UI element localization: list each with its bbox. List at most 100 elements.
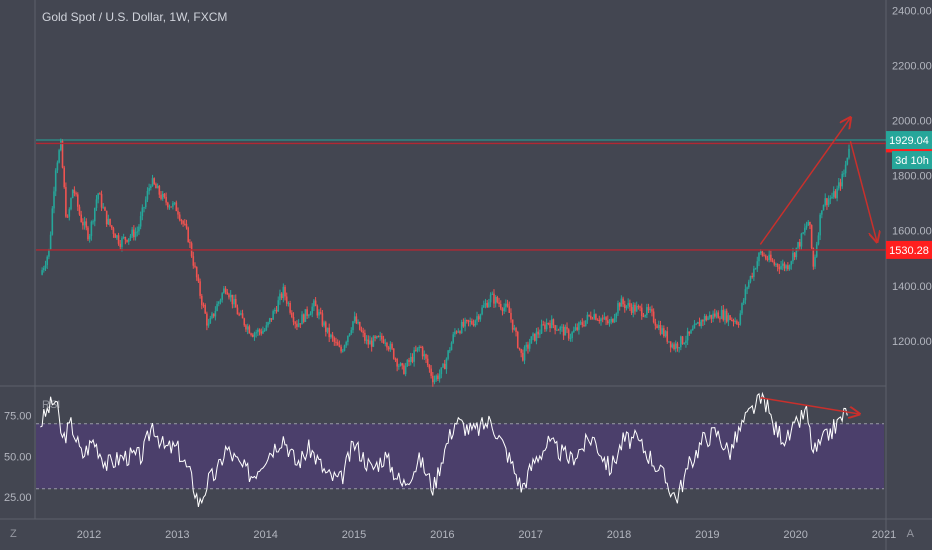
- candle-body: [532, 333, 534, 337]
- time-tick-label: 2015: [342, 529, 366, 541]
- candle-body: [702, 320, 704, 322]
- candle-body: [43, 268, 45, 271]
- candle-body: [377, 336, 380, 338]
- candle-body: [479, 314, 482, 320]
- candle-body: [340, 346, 342, 352]
- candle-body: [65, 187, 67, 217]
- candle-body: [173, 202, 176, 204]
- candle-body: [129, 235, 132, 239]
- candle-body: [343, 345, 346, 351]
- candle-body: [681, 336, 684, 344]
- candle-body: [727, 315, 730, 322]
- candle-body: [535, 331, 538, 341]
- candle-body: [100, 194, 103, 208]
- candle-body: [678, 347, 680, 349]
- candle-body: [352, 321, 354, 331]
- candle-body: [341, 350, 344, 352]
- candle-body: [639, 306, 641, 308]
- candle-body: [403, 365, 405, 375]
- candle-body: [452, 334, 455, 343]
- candle-body: [350, 330, 353, 334]
- candle-body: [369, 340, 371, 345]
- candle-body: [654, 322, 657, 326]
- candle-body: [168, 206, 171, 208]
- candle-body: [739, 313, 742, 325]
- price-tick-label: 2400.00: [892, 5, 932, 17]
- auto-scale-button[interactable]: A: [906, 528, 914, 540]
- candle-body: [105, 210, 108, 225]
- candle-body: [776, 263, 779, 268]
- candle-body: [710, 314, 713, 319]
- candle-body: [600, 318, 602, 322]
- candle-body: [372, 336, 375, 347]
- candle-body: [574, 327, 577, 331]
- candle-body: [826, 198, 828, 206]
- candle-body: [335, 341, 337, 343]
- candle-body: [160, 194, 162, 199]
- candle-body: [311, 306, 314, 314]
- candle-body: [764, 255, 767, 259]
- candle-body: [523, 347, 526, 361]
- candle-body: [296, 323, 298, 327]
- candle-body: [319, 312, 322, 314]
- candle-body: [686, 331, 689, 341]
- rsi-divergence-arrow: [760, 397, 859, 414]
- candle-body: [697, 322, 699, 324]
- candle-body: [841, 173, 844, 187]
- candle-body: [433, 379, 436, 383]
- candle-body: [294, 322, 297, 324]
- candle-body: [221, 293, 223, 300]
- candle-body: [591, 318, 594, 320]
- candle-body: [792, 252, 794, 262]
- timezone-button[interactable]: Z: [10, 528, 17, 540]
- candle-body: [790, 261, 793, 266]
- candle-body: [161, 193, 164, 199]
- candle-body: [832, 191, 835, 197]
- candle-body: [780, 265, 782, 270]
- candle-body: [127, 238, 130, 242]
- trend-arrow: [759, 118, 850, 245]
- candle-body: [217, 301, 220, 304]
- candle-body: [540, 324, 543, 334]
- candle-body: [379, 335, 381, 337]
- candle-body: [275, 309, 278, 312]
- candle-body: [737, 324, 740, 326]
- candle-body: [768, 254, 770, 260]
- candle-body: [107, 218, 110, 225]
- candle-body: [744, 289, 747, 301]
- candle-body: [605, 317, 607, 321]
- candle-body: [549, 323, 551, 329]
- candle-body: [720, 309, 723, 319]
- candle-body: [386, 342, 388, 348]
- candle-body: [613, 318, 616, 323]
- candle-body: [253, 333, 256, 337]
- candle-body: [846, 157, 849, 165]
- time-tick-label: 2017: [518, 529, 542, 541]
- candle-body: [511, 319, 514, 330]
- candle-body: [819, 214, 821, 236]
- candle-body: [381, 335, 383, 340]
- candle-body: [805, 225, 808, 228]
- candle-body: [362, 331, 364, 333]
- candle-body: [656, 325, 658, 329]
- candle-body: [693, 324, 696, 329]
- candle-body: [207, 323, 210, 326]
- candle-body: [284, 286, 286, 297]
- candle-body: [258, 329, 261, 332]
- candle-body: [454, 331, 456, 335]
- candle-body: [513, 328, 516, 330]
- candle-body: [396, 358, 398, 367]
- candle-body: [194, 265, 196, 267]
- candle-body: [450, 342, 453, 351]
- candle-body: [449, 350, 451, 352]
- candle-body: [527, 344, 529, 349]
- candle-body: [44, 265, 47, 269]
- candle-body: [545, 322, 548, 330]
- candle-body: [771, 260, 774, 262]
- candle-body: [525, 344, 528, 348]
- candle-body: [443, 363, 446, 370]
- candle-body: [197, 277, 200, 282]
- candle-body: [496, 296, 499, 303]
- candle-body: [809, 221, 811, 226]
